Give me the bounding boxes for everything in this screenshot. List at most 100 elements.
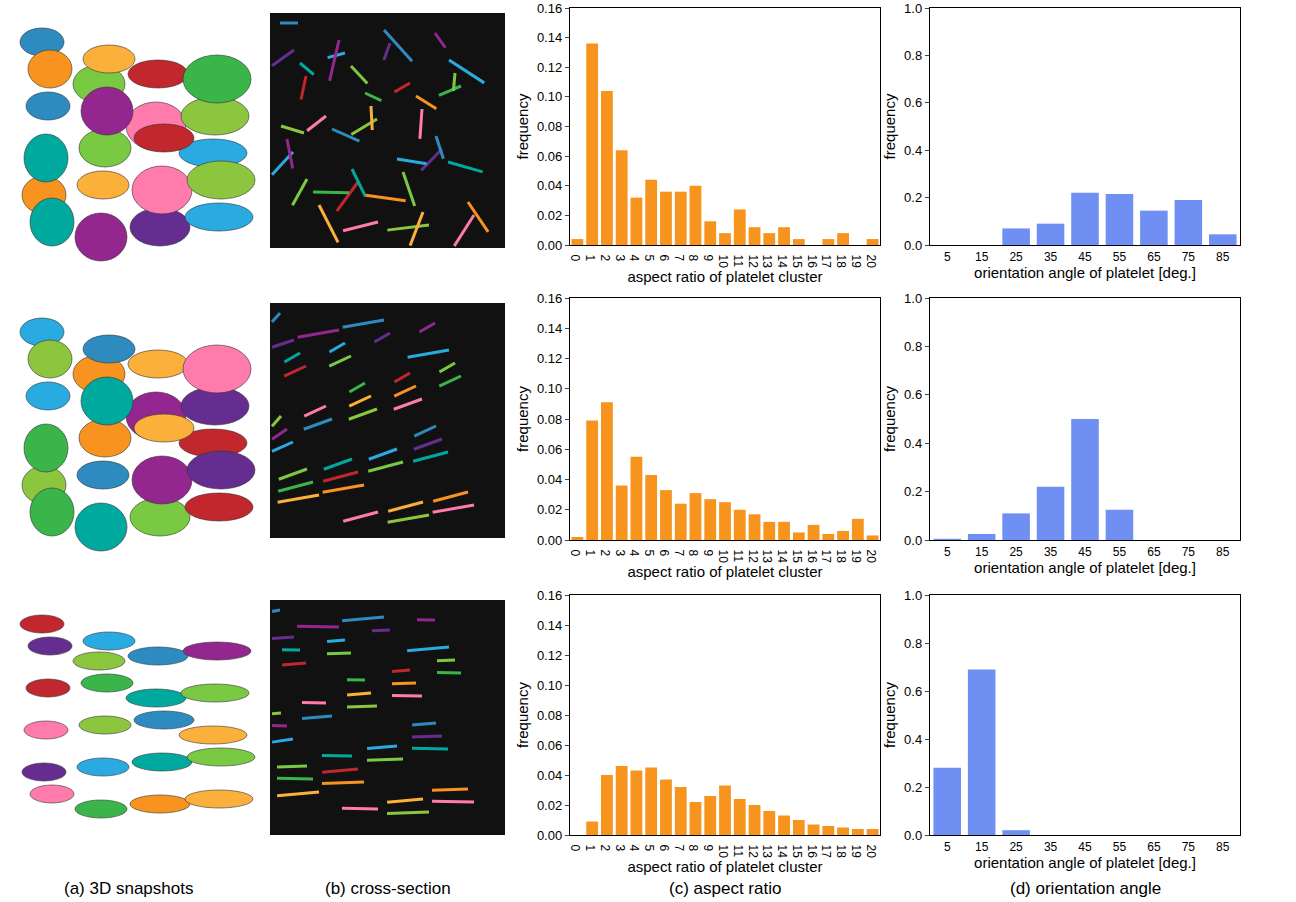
svg-text:0.4: 0.4 [904,143,922,158]
svg-text:15: 15 [975,840,989,854]
svg-text:0.8: 0.8 [904,636,922,651]
svg-text:65: 65 [1147,840,1161,854]
svg-text:20: 20 [864,845,878,859]
svg-text:1.0: 1.0 [904,588,922,603]
svg-text:frequency: frequency [881,386,898,452]
svg-text:15: 15 [975,545,989,559]
svg-text:12: 12 [746,255,760,269]
svg-text:10: 10 [716,845,730,859]
svg-text:0.0: 0.0 [904,828,922,843]
svg-text:0.10: 0.10 [537,678,562,693]
svg-text:25: 25 [1009,840,1023,854]
svg-text:55: 55 [1113,840,1127,854]
svg-text:0.4: 0.4 [904,732,922,747]
svg-text:12: 12 [746,550,760,564]
svg-text:14: 14 [775,255,789,269]
svg-text:6: 6 [657,550,671,557]
svg-text:frequency: frequency [514,682,531,748]
svg-text:0.14: 0.14 [537,618,562,633]
svg-text:55: 55 [1113,250,1127,264]
svg-text:0.2: 0.2 [904,780,922,795]
svg-text:18: 18 [834,845,848,859]
svg-text:18: 18 [834,255,848,269]
svg-text:1.0: 1.0 [904,1,922,16]
svg-text:4: 4 [627,550,641,557]
svg-text:11: 11 [731,550,745,563]
svg-text:45: 45 [1078,840,1092,854]
svg-text:0.06: 0.06 [537,442,562,457]
svg-text:55: 55 [1113,545,1127,559]
svg-text:0.16: 0.16 [537,1,562,16]
svg-text:9: 9 [701,255,715,262]
svg-text:0.6: 0.6 [904,95,922,110]
svg-text:35: 35 [1044,545,1058,559]
svg-text:0.0: 0.0 [904,533,922,548]
svg-text:20: 20 [864,550,878,564]
svg-text:75: 75 [1182,250,1196,264]
svg-text:19: 19 [849,550,863,564]
svg-text:7: 7 [672,845,686,852]
svg-text:2: 2 [598,255,612,262]
svg-text:14: 14 [775,550,789,564]
svg-text:7: 7 [672,255,686,262]
svg-text:0.04: 0.04 [537,472,562,487]
svg-text:75: 75 [1182,545,1196,559]
svg-text:1.0: 1.0 [904,291,922,306]
svg-text:19: 19 [849,255,863,269]
svg-text:0.14: 0.14 [537,321,562,336]
svg-text:75: 75 [1182,840,1196,854]
svg-text:85: 85 [1216,840,1230,854]
svg-text:0.8: 0.8 [904,339,922,354]
svg-text:15: 15 [790,255,804,269]
svg-text:5: 5 [944,840,951,854]
svg-text:0.12: 0.12 [537,351,562,366]
svg-text:17: 17 [819,550,833,564]
svg-text:4: 4 [627,845,641,852]
svg-text:17: 17 [819,255,833,269]
svg-text:3: 3 [613,550,627,557]
svg-text:0: 0 [568,255,582,262]
svg-text:0.10: 0.10 [537,89,562,104]
svg-text:0.6: 0.6 [904,684,922,699]
svg-text:6: 6 [657,255,671,262]
svg-text:19: 19 [849,845,863,859]
svg-text:13: 13 [760,845,774,859]
svg-text:25: 25 [1009,250,1023,264]
svg-text:8: 8 [686,550,700,557]
svg-text:frequency: frequency [514,93,531,159]
svg-text:0.8: 0.8 [904,48,922,63]
svg-text:16: 16 [805,255,819,269]
svg-text:1: 1 [583,550,597,557]
svg-text:35: 35 [1044,840,1058,854]
svg-text:0.02: 0.02 [537,208,562,223]
svg-text:25: 25 [1009,545,1023,559]
svg-text:4: 4 [627,255,641,262]
svg-text:10: 10 [716,255,730,269]
svg-text:7: 7 [672,550,686,557]
svg-text:5: 5 [944,545,951,559]
svg-text:45: 45 [1078,250,1092,264]
svg-text:(c) aspect ratio: (c) aspect ratio [669,879,781,898]
svg-text:0.14: 0.14 [537,30,562,45]
svg-text:0.06: 0.06 [537,738,562,753]
svg-text:0.16: 0.16 [537,588,562,603]
svg-text:2: 2 [598,550,612,557]
svg-text:0.12: 0.12 [537,60,562,75]
svg-text:5: 5 [642,550,656,557]
svg-text:5: 5 [642,845,656,852]
svg-text:0: 0 [568,845,582,852]
svg-text:0.00: 0.00 [537,238,562,253]
svg-text:0.2: 0.2 [904,190,922,205]
svg-text:0.16: 0.16 [537,291,562,306]
svg-text:9: 9 [701,845,715,852]
svg-text:1: 1 [583,255,597,262]
svg-text:85: 85 [1216,250,1230,264]
svg-text:0.4: 0.4 [904,436,922,451]
svg-text:15: 15 [790,550,804,564]
svg-text:15: 15 [790,845,804,859]
svg-text:20: 20 [864,255,878,269]
svg-text:0.06: 0.06 [537,149,562,164]
svg-text:0.2: 0.2 [904,484,922,499]
svg-text:0.08: 0.08 [537,412,562,427]
svg-text:8: 8 [686,845,700,852]
